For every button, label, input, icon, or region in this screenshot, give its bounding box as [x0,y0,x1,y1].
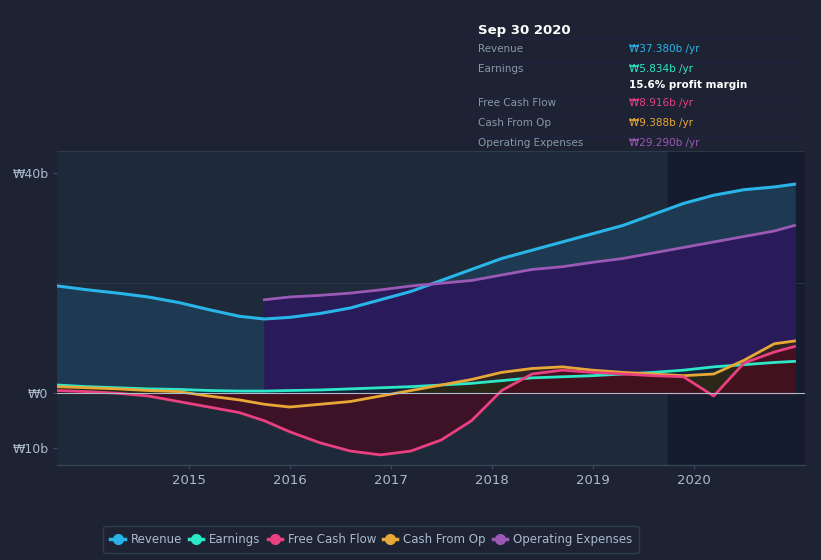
Text: ₩5.834b /yr: ₩5.834b /yr [630,64,694,74]
Text: ₩9.388b /yr: ₩9.388b /yr [630,118,694,128]
Text: Cash From Op: Cash From Op [478,118,551,128]
Text: Free Cash Flow: Free Cash Flow [478,98,556,108]
Text: Earnings: Earnings [478,64,523,74]
Text: ₩37.380b /yr: ₩37.380b /yr [630,44,699,54]
Bar [668,151,805,465]
Text: ₩29.290b /yr: ₩29.290b /yr [630,138,699,147]
Text: Revenue: Revenue [478,44,523,54]
Text: ₩8.916b /yr: ₩8.916b /yr [630,98,694,108]
Text: 15.6% profit margin: 15.6% profit margin [630,80,748,90]
Text: Sep 30 2020: Sep 30 2020 [478,25,571,38]
Text: Operating Expenses: Operating Expenses [478,138,583,147]
Legend: Revenue, Earnings, Free Cash Flow, Cash From Op, Operating Expenses: Revenue, Earnings, Free Cash Flow, Cash … [103,526,639,553]
